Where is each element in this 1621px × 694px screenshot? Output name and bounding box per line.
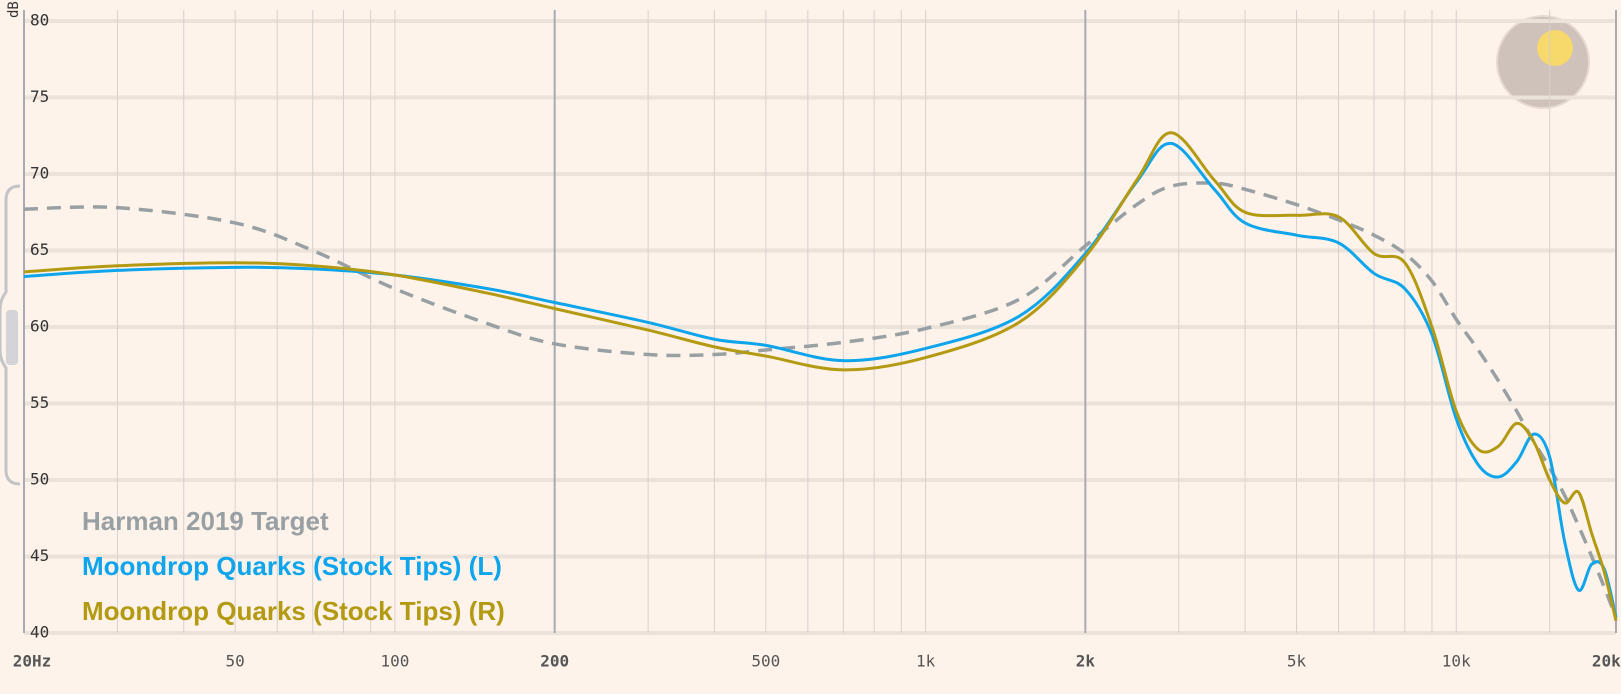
plot [23, 131, 1618, 622]
y-tick-label: 60 [30, 317, 49, 336]
x-tick-label: 500 [751, 652, 780, 671]
x-tick-label: 2k [1076, 652, 1096, 671]
avatar-figure [1537, 30, 1573, 66]
legend: Harman 2019 Target Moondrop Quarks (Stock… [82, 506, 505, 626]
y-tick-label: 40 [30, 623, 49, 642]
legend-entry: Harman 2019 Target [82, 506, 329, 536]
y-axis-label: dB [6, 1, 22, 18]
y-tick-label: 45 [30, 546, 49, 565]
scale-grip[interactable] [6, 310, 18, 365]
x-tick-label: 20Hz [13, 652, 52, 671]
x-tick-label: 50 [226, 652, 245, 671]
y-tick-label: 65 [30, 240, 49, 259]
avatar [1496, 15, 1590, 109]
y-tick-label: 70 [30, 164, 49, 183]
y-tick-label: 75 [30, 87, 49, 106]
y-tick-label: 80 [30, 11, 49, 30]
y-tick-label: 50 [30, 470, 49, 489]
legend-entry: Moondrop Quarks (Stock Tips) (L) [82, 551, 502, 581]
fr-line [23, 131, 1618, 622]
x-tick-label: 10k [1442, 652, 1471, 671]
legend-entry: Moondrop Quarks (Stock Tips) (R) [82, 596, 505, 626]
x-tick-label: 200 [540, 652, 569, 671]
fr-line [23, 181, 1618, 619]
grid: 40 45 50 55 60 65 70 75 80 20Hz 50 100 200 500 1k 2k 5k 1… [13, 10, 1621, 671]
x-tick-label: 5k [1287, 652, 1307, 671]
scale-handle[interactable] [0, 184, 21, 486]
x-tick-label: 100 [380, 652, 409, 671]
y-tick-label: 55 [30, 393, 49, 412]
x-tick-label: 20kHz [1592, 652, 1621, 671]
x-tick-label: 1k [916, 652, 936, 671]
fr-line [23, 141, 1618, 619]
